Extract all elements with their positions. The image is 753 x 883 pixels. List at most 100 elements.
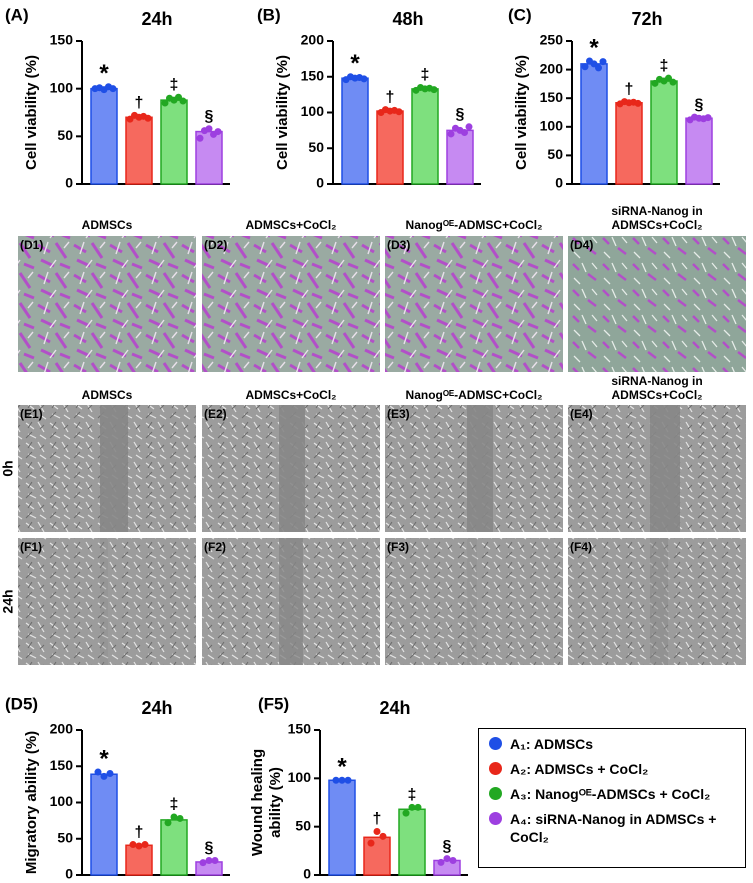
y-axis-label: Cell viability (%) bbox=[513, 55, 530, 170]
data-point bbox=[465, 123, 473, 131]
image-label: (E2) bbox=[204, 407, 227, 421]
bar bbox=[90, 87, 118, 185]
image-label: (E4) bbox=[570, 407, 593, 421]
data-point bbox=[100, 772, 108, 780]
column-header: siRNA-Nanog in ADMSCs+CoCl₂ bbox=[611, 374, 703, 402]
data-point bbox=[205, 857, 213, 864]
data-point bbox=[179, 97, 187, 105]
bar bbox=[376, 110, 404, 185]
significance-mark: § bbox=[456, 106, 465, 123]
data-point bbox=[595, 64, 602, 72]
column-header: ADMSCs+CoCl₂ bbox=[245, 388, 337, 402]
data-point bbox=[379, 832, 387, 840]
y-tick-label: 150 bbox=[50, 32, 74, 48]
data-point bbox=[430, 86, 438, 94]
image-label: (F2) bbox=[204, 540, 226, 554]
y-tick-label: 0 bbox=[65, 866, 73, 882]
y-tick-label: 50 bbox=[547, 146, 563, 162]
y-tick-label: 200 bbox=[540, 60, 564, 76]
y-tick-label: 150 bbox=[301, 67, 325, 83]
y-tick-label: 100 bbox=[301, 103, 325, 119]
image-label: (E3) bbox=[387, 407, 410, 421]
stain-image bbox=[202, 236, 380, 372]
stain-image bbox=[18, 236, 196, 372]
legend-label: A₃: Nanogᴼᴱ-ADMSCs + CoCl₂ bbox=[510, 786, 711, 802]
data-point bbox=[449, 857, 457, 864]
image-label: (F3) bbox=[387, 540, 409, 554]
wound-gap bbox=[100, 538, 108, 665]
wound-image bbox=[18, 538, 196, 665]
image-label: (D3) bbox=[387, 238, 410, 252]
data-point bbox=[704, 114, 712, 122]
y-tick-label: 100 bbox=[540, 118, 564, 134]
data-point bbox=[408, 803, 416, 811]
wound-gap bbox=[279, 405, 305, 532]
data-point bbox=[176, 814, 184, 822]
y-tick-label: 200 bbox=[301, 32, 325, 48]
data-point bbox=[665, 74, 672, 82]
y-tick-label: 100 bbox=[50, 793, 74, 809]
y-tick-label: 200 bbox=[50, 721, 74, 737]
data-point bbox=[211, 857, 219, 864]
data-point bbox=[414, 803, 422, 811]
y-tick-label: 50 bbox=[57, 829, 73, 845]
legend-entry: A₄: siRNA-Nanog in ADMSCs + CoCl₂ bbox=[485, 810, 739, 846]
chart-title: 24h bbox=[379, 698, 410, 718]
significance-mark: * bbox=[337, 754, 347, 781]
legend-marker bbox=[489, 762, 502, 775]
y-tick-label: 0 bbox=[65, 175, 73, 191]
significance-mark: * bbox=[99, 745, 109, 772]
row-label: 0h bbox=[0, 460, 16, 476]
wound-image bbox=[385, 538, 563, 665]
data-point bbox=[199, 859, 207, 867]
data-point bbox=[161, 99, 169, 107]
data-point bbox=[129, 841, 137, 849]
bar bbox=[90, 773, 118, 876]
data-point bbox=[437, 858, 445, 866]
significance-mark: * bbox=[350, 50, 360, 77]
significance-mark: † bbox=[625, 81, 634, 98]
data-point bbox=[94, 768, 102, 776]
bar bbox=[328, 779, 356, 876]
data-point bbox=[443, 855, 451, 863]
data-point bbox=[106, 770, 114, 777]
legend: A₁: ADMSCs A₂: ADMSCs + CoCl₂ A₃: Nanogᴼᴱ-… bbox=[478, 728, 746, 868]
column-header: ADMSCs+CoCl₂ bbox=[245, 218, 337, 232]
data-point bbox=[590, 60, 598, 68]
bar bbox=[398, 808, 426, 876]
y-axis-label: Wound healing bbox=[249, 749, 266, 856]
y-tick-label: 50 bbox=[57, 127, 73, 143]
data-point bbox=[135, 842, 143, 850]
data-point bbox=[461, 129, 468, 137]
data-point bbox=[669, 78, 677, 86]
data-point bbox=[402, 809, 410, 817]
significance-mark: § bbox=[443, 838, 452, 855]
panel-label: (A) bbox=[5, 5, 29, 24]
y-axis-label: ability (%) bbox=[267, 767, 284, 838]
data-point bbox=[338, 776, 346, 784]
legend-marker bbox=[489, 812, 502, 825]
stain-image bbox=[568, 236, 746, 372]
significance-mark: ‡ bbox=[421, 67, 430, 84]
data-point bbox=[344, 776, 352, 784]
wound-gap bbox=[279, 538, 303, 665]
data-point bbox=[581, 63, 589, 71]
data-point bbox=[170, 813, 178, 821]
image-label: (F1) bbox=[20, 540, 42, 554]
data-point bbox=[447, 130, 455, 138]
legend-entry: A₁: ADMSCs bbox=[485, 735, 739, 753]
y-axis-label: Migratory ability (%) bbox=[23, 731, 40, 874]
data-point bbox=[164, 819, 172, 827]
data-point bbox=[196, 134, 204, 142]
column-header: Nanogᴼᴱ-ADMSC+CoCl₂ bbox=[405, 388, 543, 402]
bar bbox=[160, 99, 188, 185]
chart-title: 48h bbox=[392, 9, 423, 29]
bar bbox=[685, 117, 713, 185]
y-tick-label: 0 bbox=[303, 866, 311, 882]
image-label: (D2) bbox=[204, 238, 227, 252]
y-tick-label: 150 bbox=[288, 721, 312, 737]
wound-gap bbox=[467, 405, 493, 532]
wound-gap bbox=[650, 538, 668, 665]
significance-mark: ‡ bbox=[170, 76, 179, 93]
data-point bbox=[214, 128, 222, 136]
